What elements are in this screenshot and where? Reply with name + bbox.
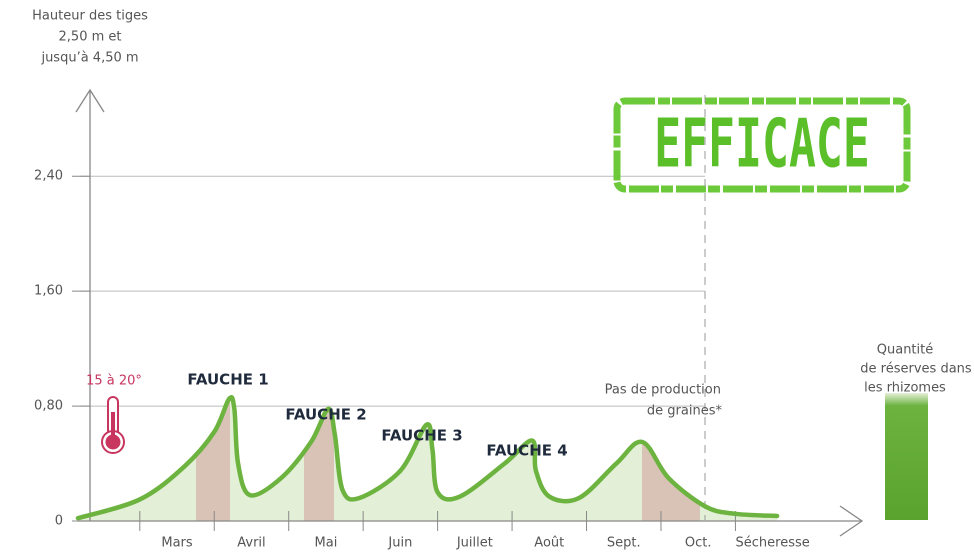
fauche-label: FAUCHE 1 [187, 371, 268, 389]
seed-note: de graines* [647, 404, 723, 419]
y-axis-label: Hauteur des tiges [32, 9, 148, 24]
x-tick-label: Juin [387, 536, 412, 551]
reserves-label: de réserves dans [860, 362, 972, 377]
x-tick-label: Mars [161, 536, 193, 551]
stamp-text: EFFICACE [654, 105, 870, 183]
reserves-bar [885, 393, 928, 520]
fauche-label: FAUCHE 2 [285, 406, 366, 424]
y-axis-arrow [75, 88, 105, 113]
line [75, 395, 780, 521]
x-tick-label: Sept. [607, 536, 641, 551]
stamp-border [613, 97, 911, 193]
reserves-label: Quantité [877, 343, 933, 358]
x-tick-label: Oct. [685, 536, 712, 551]
x-tick-label: Mai [315, 536, 338, 551]
y-tick-label: 1,60 [34, 284, 63, 299]
mowing-period [304, 397, 334, 521]
x-tick-label: Avril [237, 536, 265, 551]
y-axis-label: 2,50 m et [59, 30, 122, 45]
y-tick-label: 0,80 [34, 399, 63, 414]
x-tick-label: Juillet [456, 536, 493, 551]
y-axis-label: jusqu’à 4,50 m [40, 51, 138, 66]
y-tick-label: 0 [55, 514, 63, 529]
area [78, 397, 778, 521]
seed-note: Pas de production [605, 383, 721, 398]
fauche-label: FAUCHE 3 [381, 427, 462, 445]
fauche-label: FAUCHE 4 [486, 442, 567, 460]
temperature-label: 15 à 20° [86, 374, 142, 389]
x-tick-label: Sécheresse [736, 536, 810, 551]
thermometer-icon [101, 396, 125, 454]
x-axis-arrow [839, 505, 864, 537]
x-tick-label: Août [534, 536, 564, 551]
y-tick-label: 2,40 [34, 169, 63, 184]
reserves-label: les rhizomes [864, 381, 946, 396]
